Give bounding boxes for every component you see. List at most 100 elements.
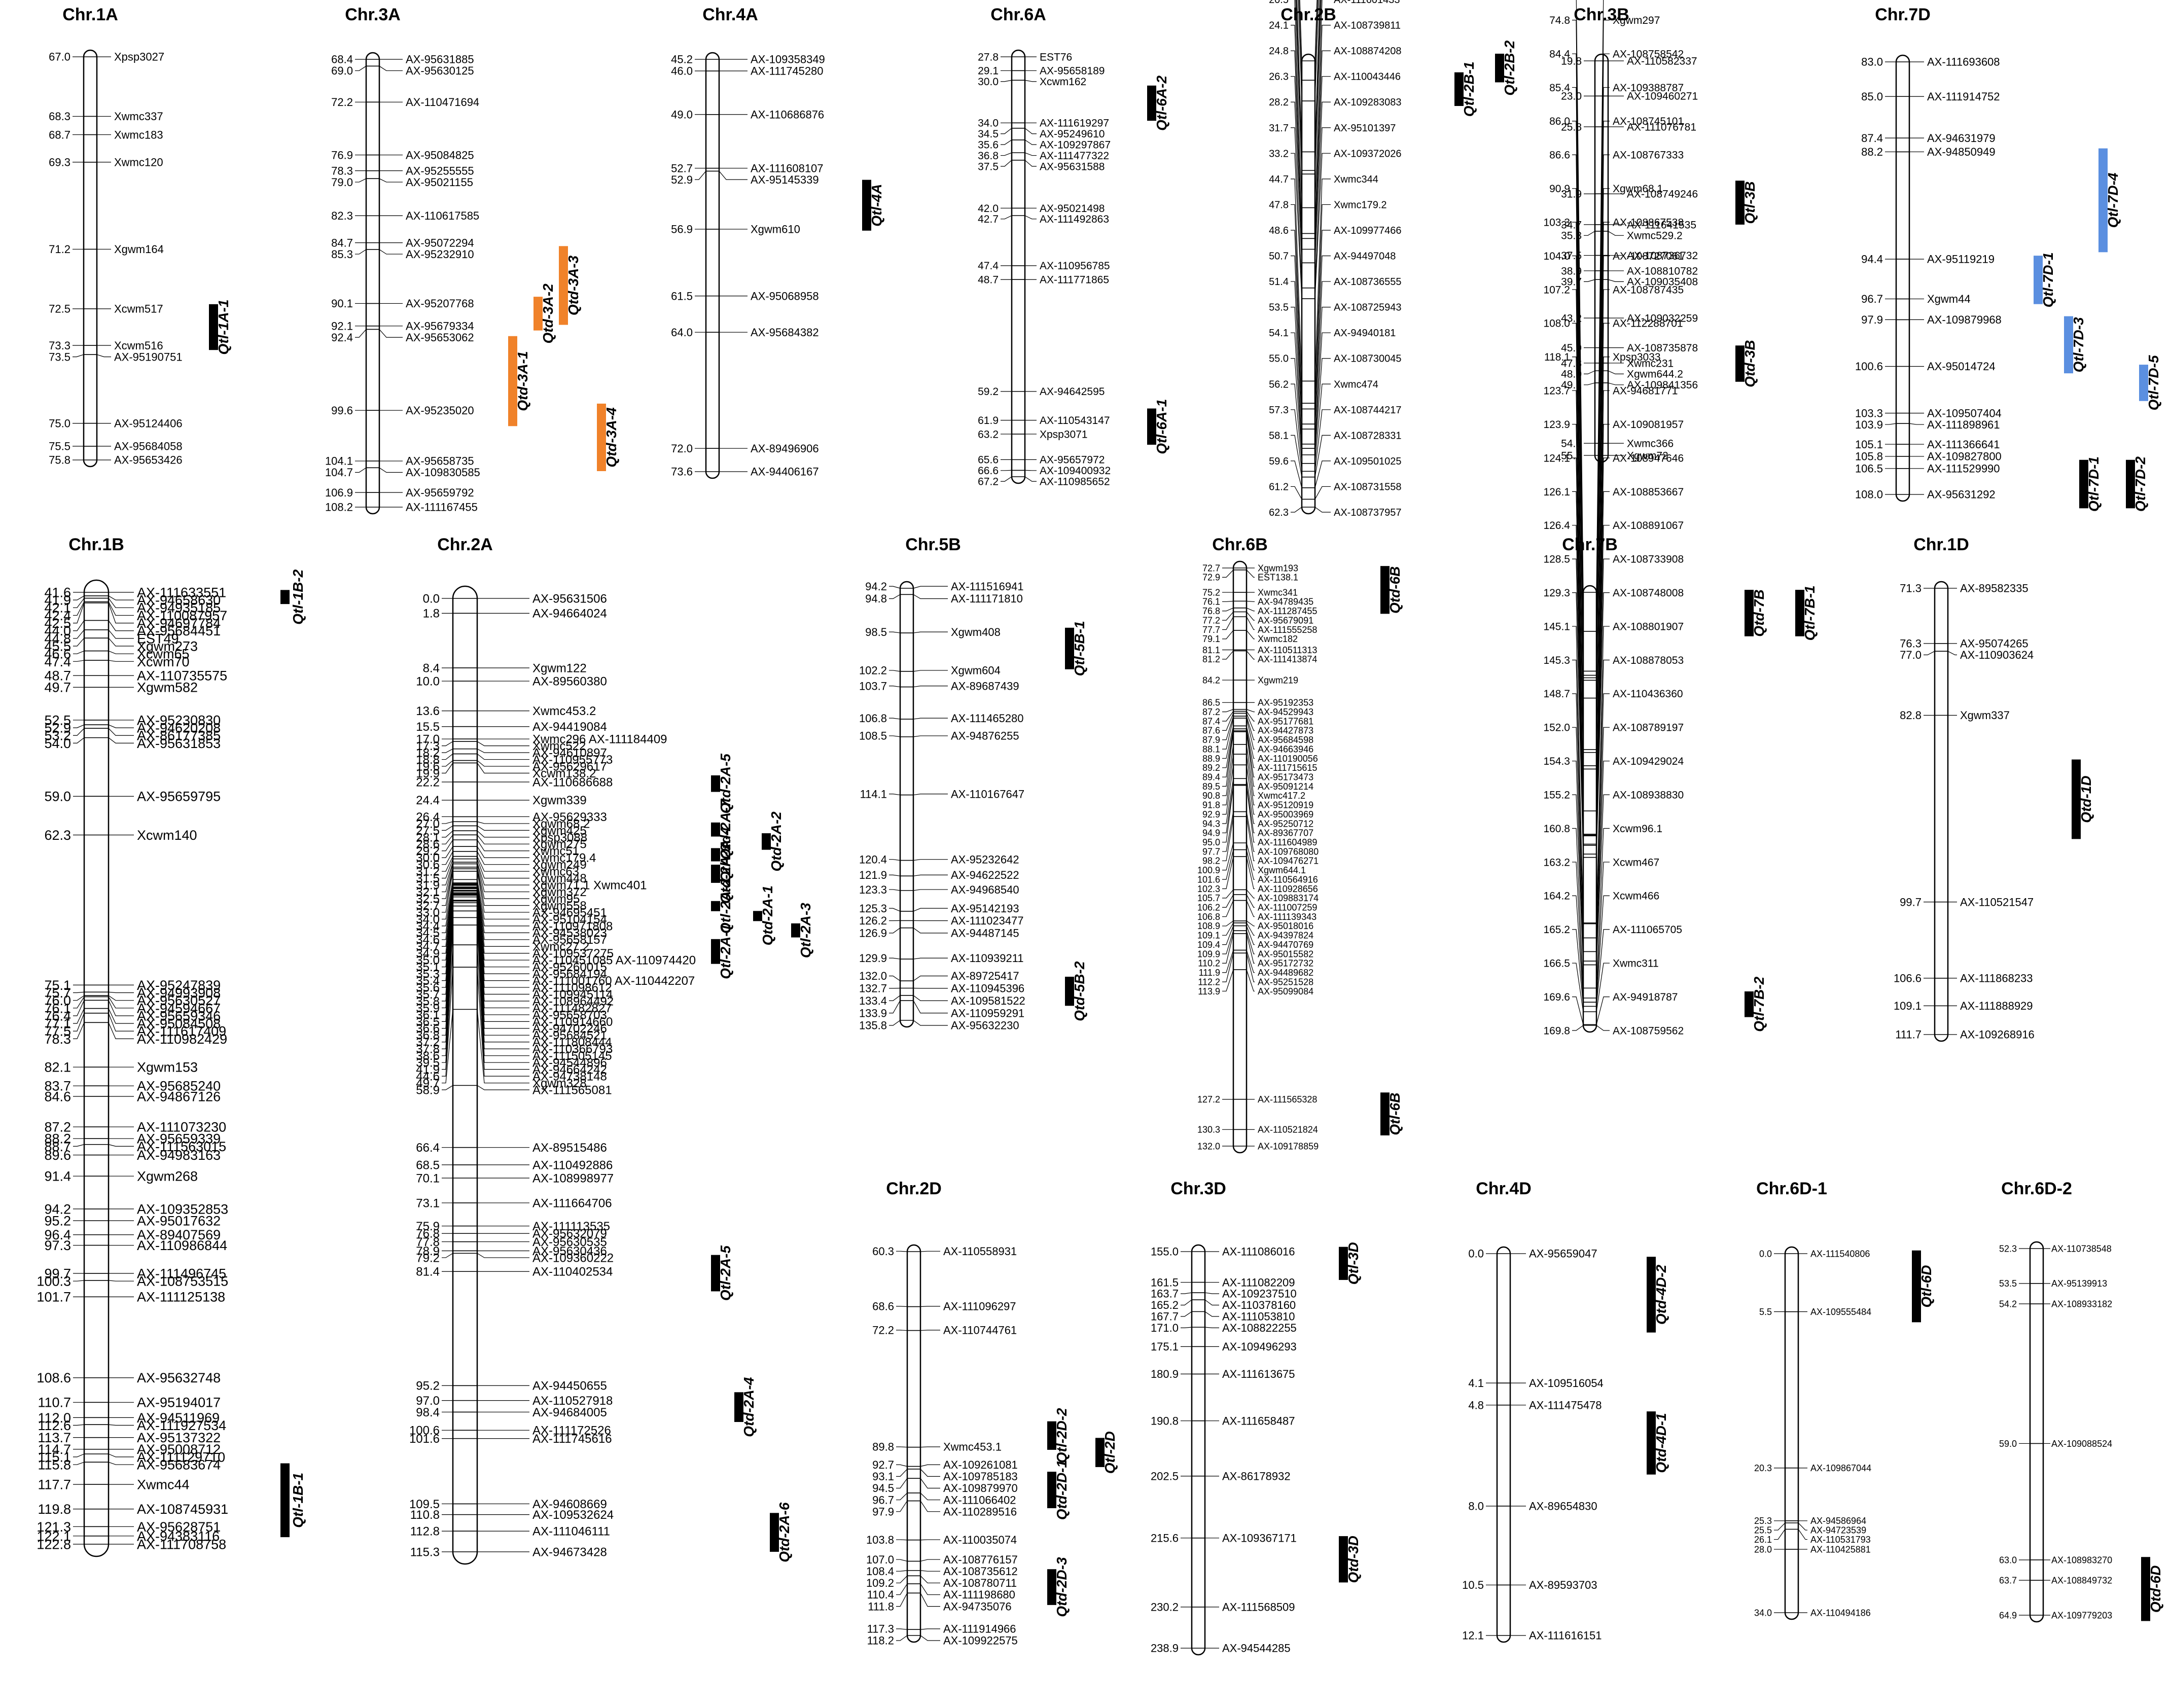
marker-position: 28.6: [416, 838, 440, 851]
marker-name: AX-108780711: [943, 1577, 1017, 1589]
marker-connector-left: [889, 995, 901, 1001]
marker-connector-left: [442, 925, 453, 1063]
marker-position: 31.9: [416, 878, 440, 892]
marker-name: AX-95194017: [137, 1395, 221, 1410]
marker-connector-right: [920, 1478, 940, 1489]
marker-position: 104.7: [325, 466, 353, 479]
marker-position: 110.4: [867, 1588, 894, 1601]
chr-1a-body: [83, 49, 98, 468]
marker-connector-right: [108, 1144, 134, 1147]
marker-connector-right: [477, 859, 529, 879]
marker-connector-right: [1596, 323, 1610, 769]
marker-connector-left: [1291, 460, 1302, 488]
marker-position: 215.6: [1151, 1532, 1179, 1545]
marker-connector-left: [889, 670, 901, 672]
marker-name: AX-109779203: [2051, 1610, 2112, 1620]
chr-2d-title: Chr.2D: [886, 1179, 942, 1198]
marker-name: AX-94850949: [1927, 146, 1996, 158]
marker-name: Xgwm72: [1627, 450, 1668, 461]
marker-name: AX-111555258: [1258, 625, 1317, 635]
qtl-label: Qtd-2A-3: [718, 843, 733, 904]
marker-position: 112.2: [1198, 977, 1220, 987]
qtl-label: Qtl-4A: [869, 184, 884, 227]
marker-connector-right: [1596, 963, 1610, 1012]
marker-name: AX-109537275: [532, 947, 614, 960]
marker-name: AX-94497048: [1334, 251, 1396, 262]
marker-connector-left: [355, 467, 367, 473]
marker-connector-right: [1596, 592, 1610, 858]
marker-connector-right: [477, 884, 529, 940]
marker-name: AX-110939211: [951, 952, 1024, 965]
marker-name: AX-94642595: [1040, 386, 1105, 398]
marker-position: 67.0: [49, 51, 70, 63]
marker-connector-right: [1024, 160, 1037, 167]
qtl-label: Qtd-3A-3: [565, 255, 581, 315]
marker-connector-left: [1222, 729, 1234, 768]
marker-position: 28.2: [1269, 97, 1289, 108]
marker-connector-right: [1246, 730, 1255, 777]
marker-name: AX-111053810: [1222, 1310, 1295, 1323]
marker-name: AX-95101397: [1334, 123, 1396, 134]
marker-connector-right: [1024, 139, 1037, 145]
marker-name: AX-94622522: [951, 869, 1019, 881]
marker-name: AX-108983270: [2051, 1555, 2112, 1565]
marker-name: AX-94419084: [532, 720, 607, 734]
qtl-label: Qtd-2A-7: [718, 799, 733, 860]
marker-position: 87.4: [1202, 716, 1220, 726]
marker-connector-right: [920, 1635, 940, 1641]
marker-position: 155.2: [1543, 789, 1570, 801]
marker-name: AX-110744761: [943, 1324, 1017, 1337]
marker-position: 64.9: [1999, 1610, 2017, 1620]
marker-name: AX-110982429: [137, 1031, 227, 1047]
marker-position: 35.8: [416, 994, 440, 1008]
marker-connector-left: [1572, 154, 1584, 681]
marker-position: 95.2: [44, 1213, 71, 1228]
marker-position: 155.0: [1151, 1246, 1179, 1258]
marker-position: 105.1: [1855, 438, 1883, 451]
marker-name: AX-111086016: [1222, 1246, 1295, 1258]
marker-name: AX-86177385: [137, 728, 221, 743]
marker-name: AX-109360222: [532, 1251, 614, 1265]
marker-connector-left: [695, 171, 706, 180]
qtl-bar: [791, 923, 800, 938]
marker-connector-left: [1222, 926, 1234, 945]
marker-position: 19.6: [416, 760, 440, 773]
marker-connector-left: [1572, 626, 1584, 923]
marker-connector-left: [1572, 457, 1584, 836]
marker-name: AX-111888929: [1960, 1000, 2033, 1012]
marker-connector-left: [73, 1000, 85, 1016]
marker-position: 109.4: [1197, 940, 1220, 950]
marker-name: AX-108725943: [1334, 302, 1401, 313]
marker-position: 52.7: [671, 162, 693, 174]
marker-position: 106.2: [1197, 903, 1220, 913]
marker-name: Xgwm95: [532, 892, 580, 906]
marker-connector-right: [1596, 996, 1610, 1025]
marker-position: 106.5: [1855, 462, 1883, 475]
qtl-bar: [1047, 1569, 1056, 1605]
marker-name: AX-95249610: [1040, 128, 1105, 140]
marker-connector-left: [1572, 996, 1584, 1025]
marker-name: AX-95679091: [1258, 615, 1313, 625]
qtl-bar: [1454, 72, 1464, 106]
marker-name: AX-111658487: [1222, 1414, 1295, 1427]
marker-position: 88.9: [1202, 754, 1220, 764]
marker-connector-right: [913, 928, 948, 934]
marker-position: 45.5: [44, 638, 71, 654]
qtl-bar: [1339, 1536, 1348, 1583]
qtl-bar: [711, 901, 720, 911]
marker-name: AX-111808444: [532, 1036, 612, 1049]
marker-connector-right: [477, 856, 529, 872]
marker-connector-right: [1246, 778, 1255, 824]
marker-position: 128.5: [1543, 554, 1570, 565]
marker-name: AX-94427873: [1258, 726, 1313, 736]
marker-position: 44.8: [44, 631, 71, 646]
chr-4a-title: Chr.4A: [702, 5, 758, 24]
qtl-bar: [1745, 991, 1754, 1017]
marker-name: AX-111366641: [1927, 438, 2000, 451]
marker-name: AX-95631292: [1927, 488, 1996, 501]
marker-position: 109.1: [1197, 931, 1220, 941]
marker-connector-right: [913, 908, 948, 912]
marker-position: 89.5: [1202, 781, 1220, 792]
marker-connector-left: [73, 1013, 85, 1031]
